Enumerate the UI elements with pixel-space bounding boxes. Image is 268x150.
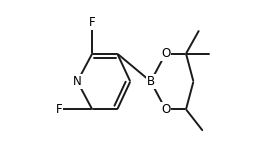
- Text: N: N: [73, 75, 82, 88]
- Text: O: O: [161, 103, 170, 116]
- Text: F: F: [89, 16, 95, 30]
- Text: O: O: [161, 47, 170, 60]
- Text: B: B: [147, 75, 155, 88]
- Text: F: F: [55, 103, 62, 116]
